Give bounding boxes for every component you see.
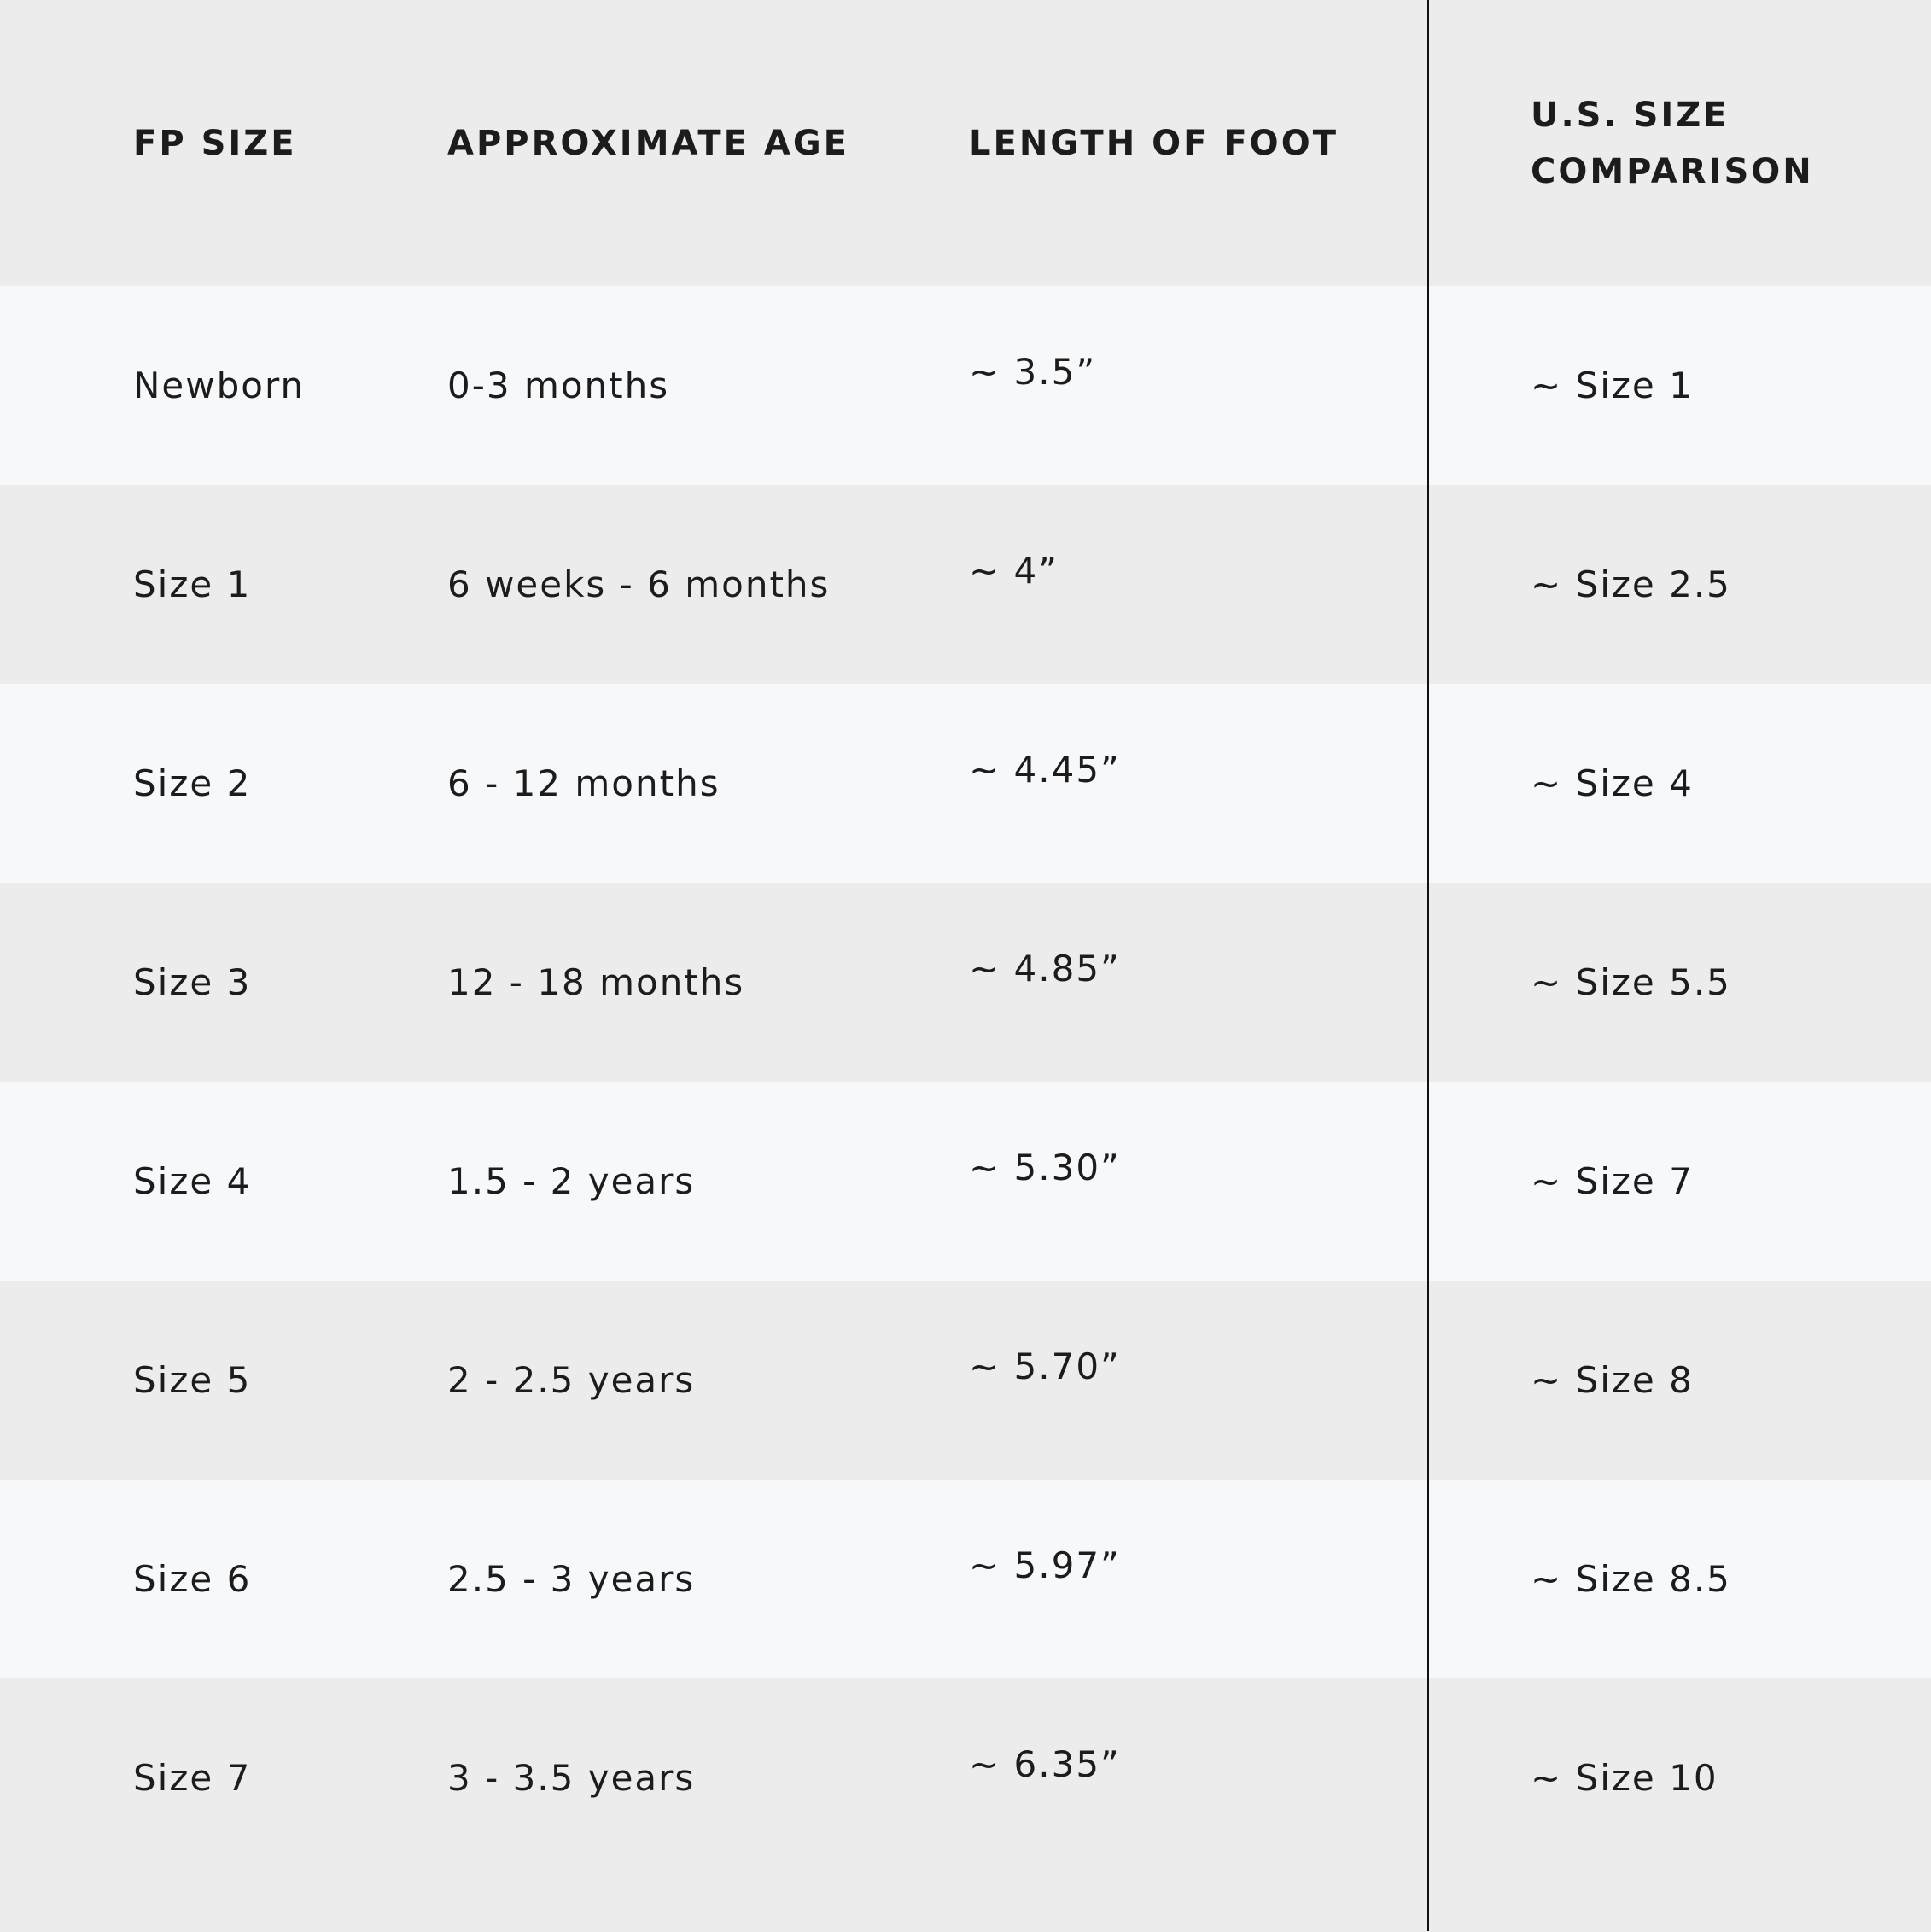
cell: 6 weeks - 6 months <box>447 563 831 605</box>
cell: ~ Size 7 <box>1531 1160 1694 1202</box>
cell: ~ Size 2.5 <box>1531 563 1731 605</box>
cell: ~ 4” <box>969 550 1059 592</box>
cell: 12 - 18 months <box>447 961 745 1003</box>
column-divider <box>1427 0 1429 1931</box>
body-row: Size 2 6 - 12 months ~ 4.45” ~ Size 4 <box>0 684 1931 883</box>
cell: Size 7 <box>133 1757 252 1799</box>
cell: Size 4 <box>133 1160 252 1202</box>
cell: ~ 5.70” <box>969 1345 1121 1387</box>
cell: 3 - 3.5 years <box>447 1757 696 1799</box>
body-row: Size 3 12 - 18 months ~ 4.85” ~ Size 5.5 <box>0 883 1931 1082</box>
cell: ~ 5.97” <box>969 1544 1121 1586</box>
body-row: Size 1 6 weeks - 6 months ~ 4” ~ Size 2.5 <box>0 485 1931 684</box>
body-row: Size 4 1.5 - 2 years ~ 5.30” ~ Size 7 <box>0 1082 1931 1281</box>
cell: Newborn <box>133 365 306 406</box>
body-row: Size 5 2 - 2.5 years ~ 5.70” ~ Size 8 <box>0 1281 1931 1480</box>
cell: Size 6 <box>133 1558 252 1600</box>
cell: ~ Size 8.5 <box>1531 1558 1731 1600</box>
cell: ~ Size 4 <box>1531 762 1694 804</box>
cell: 6 - 12 months <box>447 762 720 804</box>
cell: 2.5 - 3 years <box>447 1558 696 1600</box>
cell: 2 - 2.5 years <box>447 1359 696 1401</box>
cell: Size 1 <box>133 563 252 605</box>
header-row: FP SIZE APPROXIMATE AGE LENGTH OF FOOT U.S.… <box>0 0 1931 286</box>
cell: FP SIZE <box>133 123 297 163</box>
cell: Size 5 <box>133 1359 252 1401</box>
cell: ~ Size 5.5 <box>1531 961 1731 1003</box>
cell: ~ Size 1 <box>1531 365 1694 406</box>
cell: ~ 4.85” <box>969 948 1121 989</box>
body-row: Size 6 2.5 - 3 years ~ 5.97” ~ Size 8.5 <box>0 1480 1931 1678</box>
cell: ~ Size 10 <box>1531 1757 1718 1799</box>
cell: Size 3 <box>133 961 252 1003</box>
body-row: Size 7 3 - 3.5 years ~ 6.35” ~ Size 10 <box>0 1678 1931 1932</box>
cell: APPROXIMATE AGE <box>447 123 849 163</box>
cell: Size 2 <box>133 762 252 804</box>
cell: ~ 4.45” <box>969 749 1121 791</box>
cell: 0-3 months <box>447 365 670 406</box>
cell: ~ 6.35” <box>969 1743 1121 1785</box>
cell: ~ Size 8 <box>1531 1359 1694 1401</box>
cell: ~ 5.30” <box>969 1147 1121 1188</box>
cell: 1.5 - 2 years <box>447 1160 696 1202</box>
cell: ~ 3.5” <box>969 351 1097 393</box>
cell: LENGTH OF FOOT <box>969 123 1339 163</box>
body-row: Newborn 0-3 months ~ 3.5” ~ Size 1 <box>0 286 1931 485</box>
cell: U.S. SIZE COMPARISON <box>1531 95 1814 191</box>
